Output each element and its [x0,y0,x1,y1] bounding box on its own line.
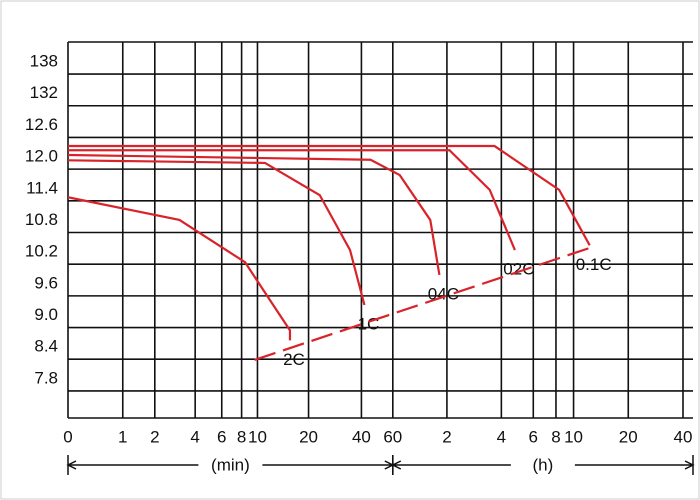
y-tick-label: 10.8 [25,210,58,229]
x-tick-label: 20 [299,427,318,446]
x-tick-label: 6 [217,427,226,446]
x-tick-label: 0 [63,427,72,446]
x-tick-label: 8 [551,427,560,446]
series-label: 1C [358,314,380,333]
x-tick-label: 2 [150,427,159,446]
x-tick-label: 6 [529,427,538,446]
y-tick-label: 9.0 [34,305,58,324]
x-tick-label: 40 [674,427,693,446]
series-line [67,196,292,341]
x-tick-label: 8 [237,427,246,446]
y-tick-label: 7.8 [34,368,58,387]
y-tick-label: 12.6 [25,115,58,134]
y-tick-label: 9.6 [34,273,58,292]
y-tick-label: 11.4 [26,178,58,197]
series-line [68,144,591,246]
x-tick-label: 4 [497,427,506,446]
series-line [67,153,441,276]
x-tick-label: 10 [248,427,267,446]
y-tick-label: 12.0 [25,147,58,166]
x-tick-label: 10 [564,427,583,446]
x-tick-label: 2 [442,427,451,446]
x-tick-label: 1 [118,427,127,446]
unit-label: (min) [211,455,250,474]
y-tick-label: 132 [30,83,58,102]
y-tick-label: 138 [30,52,58,71]
unit-arrow [391,455,695,475]
x-tick-label: 60 [383,427,402,446]
x-tick-label: 40 [352,427,371,446]
x-tick-label: 20 [619,427,638,446]
series-label: 2C [283,350,305,369]
series-line [67,159,366,306]
y-tick-label: 10.2 [25,242,58,261]
y-tick-label: 8.4 [34,337,58,356]
series-line [68,149,516,251]
unit-label: (h) [533,455,554,474]
x-tick-label: 4 [190,427,199,446]
series-label: 0.1C [576,255,612,274]
